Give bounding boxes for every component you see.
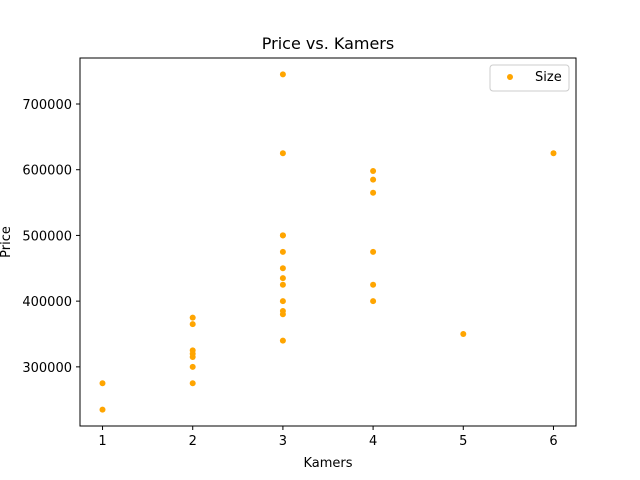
chart-title: Price vs. Kamers (262, 34, 394, 53)
data-point (99, 406, 106, 413)
plot-area-frame (79, 57, 577, 427)
y-tick-label: 300000 (22, 361, 72, 376)
data-point (550, 150, 557, 157)
data-point (189, 321, 196, 328)
data-point (279, 265, 286, 272)
legend: Size (489, 64, 570, 92)
data-point (189, 314, 196, 321)
data-point (460, 331, 467, 337)
data-point (189, 363, 196, 370)
x-tick-label: 6 (549, 434, 557, 449)
data-point (279, 150, 286, 157)
data-point (370, 281, 377, 288)
x-axis-ticks: 1 2 3 4 5 6 (98, 426, 558, 449)
data-point (279, 71, 286, 78)
y-tick-label: 600000 (22, 164, 72, 179)
x-tick-label: 1 (98, 434, 106, 449)
data-point (279, 248, 286, 255)
data-point (279, 298, 286, 305)
legend-marker (507, 74, 513, 80)
legend-box (489, 64, 570, 92)
data-point (189, 380, 196, 387)
data-point (279, 337, 286, 344)
data-point (279, 232, 286, 239)
data-point (370, 176, 377, 183)
y-tick-label: 500000 (22, 229, 72, 244)
x-tick-label: 5 (459, 434, 467, 449)
data-point (189, 350, 196, 357)
data-point (279, 281, 286, 288)
y-axis-ticks: 300000 400000 500000 600000 700000 (22, 98, 80, 376)
data-point (370, 168, 377, 174)
y-tick-label: 400000 (22, 295, 72, 310)
data-point (99, 380, 106, 387)
y-axis-label: Price (0, 226, 14, 258)
data-point (370, 248, 377, 255)
legend-label: Size (535, 70, 562, 85)
data-point (370, 298, 377, 305)
scatter-points (99, 71, 557, 413)
x-tick-label: 2 (189, 434, 197, 449)
data-point (279, 311, 286, 318)
x-tick-label: 3 (279, 434, 287, 449)
data-point (279, 275, 286, 282)
data-point (370, 189, 377, 196)
x-tick-label: 4 (369, 434, 377, 449)
x-axis-label: Kamers (303, 456, 352, 471)
y-tick-label: 700000 (22, 98, 72, 113)
